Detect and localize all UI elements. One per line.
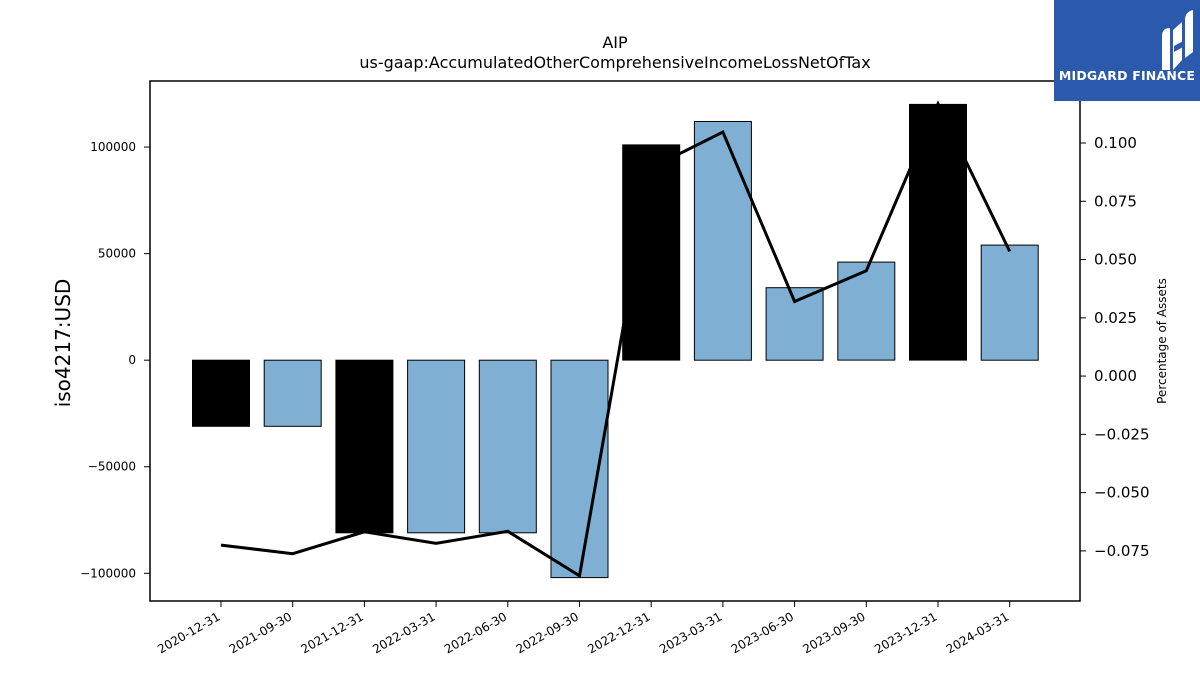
y-axis-label: iso4217:USD (51, 279, 75, 408)
x-tick-label: 2023-03-31 (657, 609, 724, 656)
y2-tick-label: 0.075 (1094, 192, 1137, 210)
y2-tick-label: 0.100 (1094, 134, 1137, 152)
x-tick-label: 2022-06-30 (442, 609, 509, 656)
bar (192, 359, 250, 427)
x-tick-label: 2021-09-30 (227, 609, 294, 656)
x-tick-label: 2023-12-31 (872, 609, 939, 656)
x-tick-label: 2022-12-31 (585, 609, 652, 656)
y-tick-label: 50000 (98, 247, 136, 261)
y2-tick-label: 0.050 (1094, 251, 1137, 269)
plot-frame (149, 80, 1081, 602)
x-tick-label: 2022-03-31 (370, 609, 437, 656)
bar (622, 144, 681, 361)
y-tick-label: 0 (128, 353, 136, 367)
y2-axis-label: Percentage of Assets (1155, 278, 1169, 404)
bar (478, 359, 537, 534)
x-tick-label: 2023-09-30 (800, 609, 867, 656)
x-tick-label: 2024-03-31 (944, 609, 1011, 656)
y2-tick-label: −0.050 (1094, 484, 1150, 502)
y2-tick-label: −0.075 (1094, 542, 1150, 560)
bar (407, 359, 466, 534)
y-tick-label: −100000 (80, 566, 136, 580)
bars-layer (192, 103, 1039, 579)
chart-title: AIP (602, 33, 628, 52)
x-tick-label: 2023-06-30 (729, 609, 796, 656)
bar (980, 244, 1039, 361)
x-tick-label: 2021-12-31 (298, 609, 365, 656)
bar (837, 261, 896, 361)
brand-name: MIDGARD FINANCE (1058, 68, 1196, 83)
bar (335, 359, 394, 534)
y-tick-label: 100000 (90, 140, 136, 154)
series-line (220, 100, 1012, 579)
midgard-logo-icon (1162, 10, 1193, 70)
y-axis-right: −0.075 −0.050 −0.025 0.000 0.025 0.050 0.075 0.… (1080, 134, 1150, 560)
line-layer (220, 100, 1012, 579)
chart-subtitle: us-gaap:AccumulatedOtherComprehensiveInc… (359, 53, 870, 72)
x-axis: 2020-12-31 2021-09-30 2021-12-31 2022-03-31… (155, 601, 1011, 656)
x-tick-label: 2020-12-31 (155, 609, 222, 656)
x-tick-label: 2022-09-30 (514, 609, 581, 656)
bar (693, 121, 752, 361)
y-tick-label: −50000 (88, 460, 136, 474)
y-axis-left: −100000 −50000 0 50000 100000 (80, 140, 150, 580)
bar (263, 359, 322, 427)
brand-logo: MIDGARD FINANCE (1054, 0, 1200, 101)
y2-tick-label: 0.000 (1094, 367, 1137, 385)
y2-tick-label: −0.025 (1094, 425, 1150, 443)
y2-tick-label: 0.025 (1094, 309, 1137, 327)
